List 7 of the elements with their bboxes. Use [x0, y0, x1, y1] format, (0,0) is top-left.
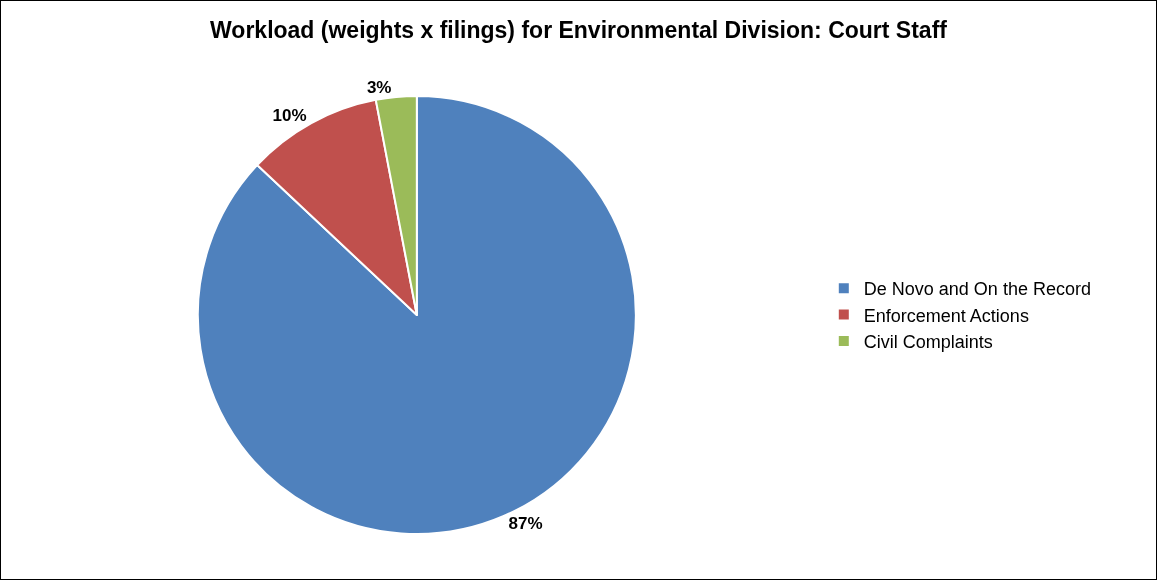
data-label: 87% — [508, 514, 543, 534]
data-label: 3% — [366, 78, 392, 98]
legend-label: De Novo and On the Record — [863, 279, 1091, 300]
legend-label: Enforcement Actions — [863, 305, 1029, 326]
chart-title: Workload (weights x filings) for Environmental Division: Court Staff — [210, 16, 948, 43]
legend-label: Civil Complaints — [863, 332, 993, 353]
data-label: 10% — [272, 106, 307, 126]
